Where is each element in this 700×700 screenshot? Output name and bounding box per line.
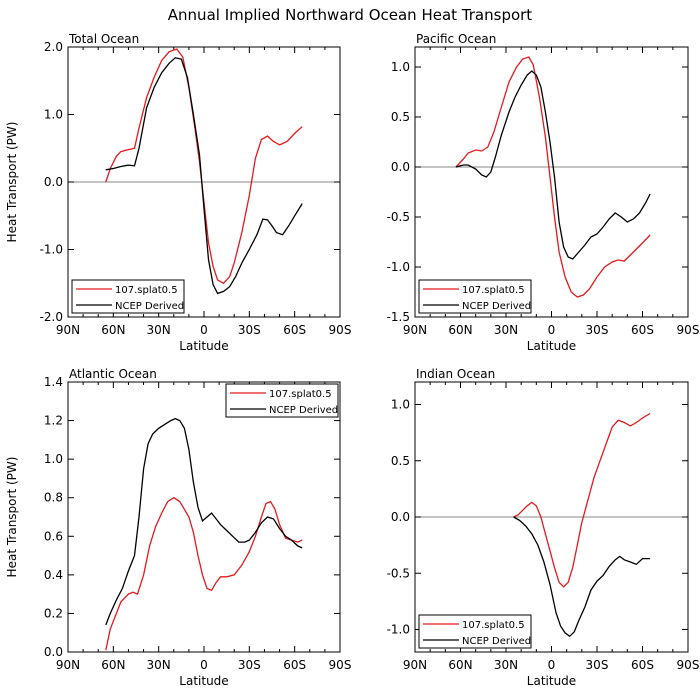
x-tick-label: 90N [403,658,427,672]
x-tick-label: 60S [283,323,306,337]
y-tick-label: 1.2 [44,414,63,428]
plot-frame [67,46,341,318]
series-line-model [105,496,303,651]
x-tick-label: 60S [631,658,654,672]
y-tick-label: 0.2 [44,606,63,620]
legend-box [418,614,532,649]
y-tick-label: 0.4 [44,568,63,582]
x-axis-label: Latitude [527,339,576,353]
x-tick-label: 30N [147,658,171,672]
legend-label: 107.splat0.5 [115,285,178,296]
x-tick-label: 30N [494,323,518,337]
legend: 107.splat0.5 NCEP Derived [225,383,339,418]
panel-total-ocean: 90N 60N 30N 0 30S 60S 90S -2.0 -1.0 0.0 1.0 2.0 Tota… [5,32,351,353]
x-tick-label: 0 [548,658,556,672]
panel-title: Pacific Ocean [416,32,496,46]
x-tick-label: 30S [586,658,609,672]
figure-title: Annual Implied Northward Ocean Heat Tran… [168,6,533,24]
panel-indian-ocean: 90N 60N 30N 0 30S 60S 90S -1.0 -0.5 0.0 0.5 1.0 Indi… [387,367,700,688]
legend-box [225,383,339,418]
x-axis-label: Latitude [527,674,576,688]
legend: 107.splat0.5 NCEP Derived [418,614,532,649]
y-tick-label: -1.0 [40,243,63,257]
legend-label: NCEP Derived [462,301,531,312]
x-tick-label: 60N [448,323,472,337]
series-line-ncep [513,516,651,638]
series-line-ncep [455,70,651,260]
legend-label: NCEP Derived [269,405,338,416]
series-line-model [513,412,651,588]
series-line-ncep [105,417,303,626]
x-tick-label: 0 [200,323,208,337]
x-tick-label: 0 [548,323,556,337]
series-line-model [105,48,303,285]
legend-label: 107.splat0.5 [462,620,525,631]
series-line-model [455,56,651,298]
panel-title: Total Ocean [68,32,139,46]
x-tick-label: 30S [586,323,609,337]
y-tick-label: -1.5 [387,310,410,324]
x-tick-label: 60N [101,658,125,672]
legend-label: 107.splat0.5 [462,285,525,296]
y-tick-label: 1.0 [391,398,410,412]
panel-pacific-ocean: 90N 60N 30N 0 30S 60S 90S -1.5 -1.0 -0.5 0.0 0.5 1.0… [387,32,700,353]
y-tick-label: -0.5 [387,566,410,580]
x-tick-label: 90N [56,323,80,337]
x-axis-label: Latitude [179,674,228,688]
panel-atlantic-ocean: 90N 60N 30N 0 30S 60S 90S 0.0 0.2 0.4 0.6 0.8 1.0 1.2… [5,367,351,688]
legend-box [418,279,532,314]
x-tick-label: 0 [200,658,208,672]
y-tick-label: 1.4 [44,375,63,389]
y-tick-label: 0.0 [44,645,63,659]
x-tick-label: 30S [238,658,261,672]
y-tick-label: -0.5 [387,210,410,224]
x-axis-label: Latitude [179,339,228,353]
legend-label: 107.splat0.5 [269,389,332,400]
legend-label: NCEP Derived [462,636,531,647]
y-tick-label: 0.6 [44,529,63,543]
x-tick-label: 30N [494,658,518,672]
y-axis-label: Heat Transport (PW) [5,122,19,243]
legend: 107.splat0.5 NCEP Derived [418,279,532,314]
x-tick-label: 90S [677,658,700,672]
y-tick-label: -1.0 [387,260,410,274]
y-tick-label: 0.0 [391,160,410,174]
y-tick-label: 0.8 [44,491,63,505]
y-tick-label: -2.0 [40,310,63,324]
x-tick-label: 90S [329,658,352,672]
y-tick-label: -1.0 [387,623,410,637]
plot-frame [414,46,689,318]
y-tick-label: 1.0 [44,452,63,466]
x-tick-label: 90N [56,658,80,672]
x-tick-label: 30S [238,323,261,337]
plot-frame [67,381,341,653]
y-tick-label: 0.0 [44,175,63,189]
x-tick-label: 60N [101,323,125,337]
legend: 107.splat0.5 NCEP Derived [71,279,185,314]
x-tick-label: 90S [677,323,700,337]
legend-label: NCEP Derived [115,301,184,312]
panel-title: Indian Ocean [416,367,495,381]
x-tick-label: 60S [283,658,306,672]
legend-box [71,279,185,314]
panel-title: Atlantic Ocean [69,367,157,381]
y-tick-label: 0.5 [391,110,410,124]
y-tick-label: 1.0 [391,60,410,74]
y-axis-label: Heat Transport (PW) [5,457,19,578]
x-tick-label: 30N [147,323,171,337]
plot-frame [414,381,689,653]
y-tick-label: 0.0 [391,510,410,524]
x-tick-label: 60S [631,323,654,337]
x-tick-label: 90N [403,323,427,337]
series-line-ncep [105,57,303,295]
y-tick-label: 1.0 [44,108,63,122]
x-tick-label: 90S [329,323,352,337]
x-tick-label: 60N [448,658,472,672]
y-tick-label: 0.5 [391,454,410,468]
y-tick-label: 2.0 [44,40,63,54]
